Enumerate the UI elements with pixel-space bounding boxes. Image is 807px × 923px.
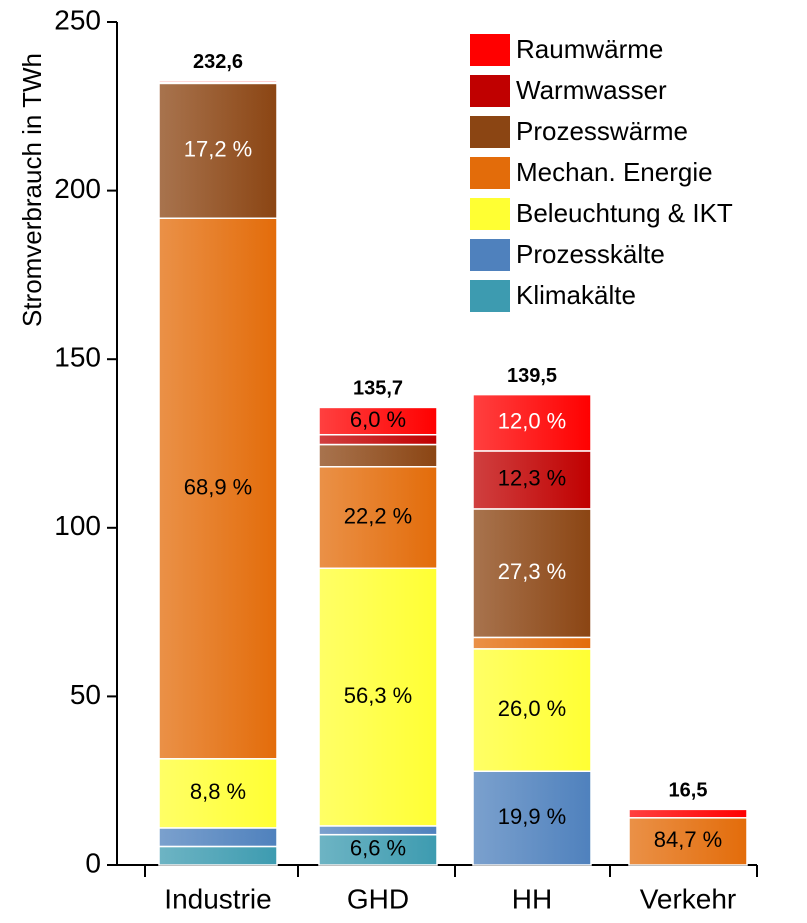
y-tick-label: 250 [54, 4, 101, 35]
bar-segment [158, 82, 278, 220]
legend-swatch [470, 75, 510, 107]
legend-swatch [470, 34, 510, 66]
total-label: 16,5 [669, 780, 708, 802]
y-tick-label: 200 [54, 173, 101, 204]
segment-label: 56,3 % [344, 683, 413, 708]
bar-segment [472, 393, 592, 452]
segment-label: 8,8 % [190, 779, 246, 804]
segment-label: 6,6 % [350, 836, 406, 861]
x-tick-label: Verkehr [640, 883, 737, 914]
legend-label: Mechan. Energie [516, 157, 713, 187]
y-tick-label: 0 [85, 847, 101, 878]
bar-segment [472, 648, 592, 773]
x-tick-label: HH [512, 883, 552, 914]
bar-segment [158, 845, 278, 866]
bar-segment [158, 758, 278, 829]
legend-label: Klimakälte [516, 280, 636, 310]
total-label: 139,5 [507, 365, 557, 387]
bar-segment [472, 450, 592, 510]
x-tick-label: Industrie [164, 883, 271, 914]
legend-swatch [470, 116, 510, 148]
bar-segment [318, 406, 438, 436]
bar-segment [628, 808, 748, 819]
legend-label: Raumwärme [516, 34, 663, 64]
segment-label: 22,2 % [344, 503, 413, 528]
segment-label: 27,3 % [498, 559, 567, 584]
bar-segment [318, 825, 438, 836]
legend-label: Warmwasser [516, 75, 667, 105]
legend-swatch [470, 239, 510, 271]
segment-label: 19,9 % [498, 804, 567, 829]
legend-swatch [470, 198, 510, 230]
segment-label: 84,7 % [654, 827, 723, 852]
segment-label: 12,0 % [498, 409, 567, 434]
bar-segment [318, 567, 438, 827]
bar-segment [472, 770, 592, 866]
legend-swatch [470, 280, 510, 312]
legend-swatch [470, 157, 510, 189]
y-axis-label: Stromverbrauch in TWh [17, 53, 47, 327]
total-label: 135,7 [353, 378, 403, 400]
bar-segment [318, 433, 438, 446]
bar-segment [318, 466, 438, 570]
bar-segment [472, 636, 592, 650]
total-label: 232,6 [193, 51, 243, 73]
bar-segment [628, 817, 748, 866]
segment-label: 68,9 % [184, 474, 253, 499]
y-tick-label: 50 [70, 679, 101, 710]
x-tick-label: GHD [347, 883, 409, 914]
segment-label: 12,3 % [498, 466, 567, 491]
segment-label: 17,2 % [184, 137, 253, 162]
legend-label: Prozesskälte [516, 239, 665, 269]
bar-segment [158, 217, 278, 760]
bar-segment [318, 443, 438, 468]
bar-segment [158, 827, 278, 848]
segment-label: 6,0 % [350, 407, 406, 432]
legend-label: Prozesswärme [516, 116, 688, 146]
legend-label: Beleuchtung & IKT [516, 198, 733, 228]
segment-label: 26,0 % [498, 696, 567, 721]
bar-segment [158, 79, 278, 84]
bar-segment [318, 833, 438, 866]
y-tick-label: 100 [54, 510, 101, 541]
bar-segment [472, 508, 592, 639]
y-tick-label: 150 [54, 342, 101, 373]
